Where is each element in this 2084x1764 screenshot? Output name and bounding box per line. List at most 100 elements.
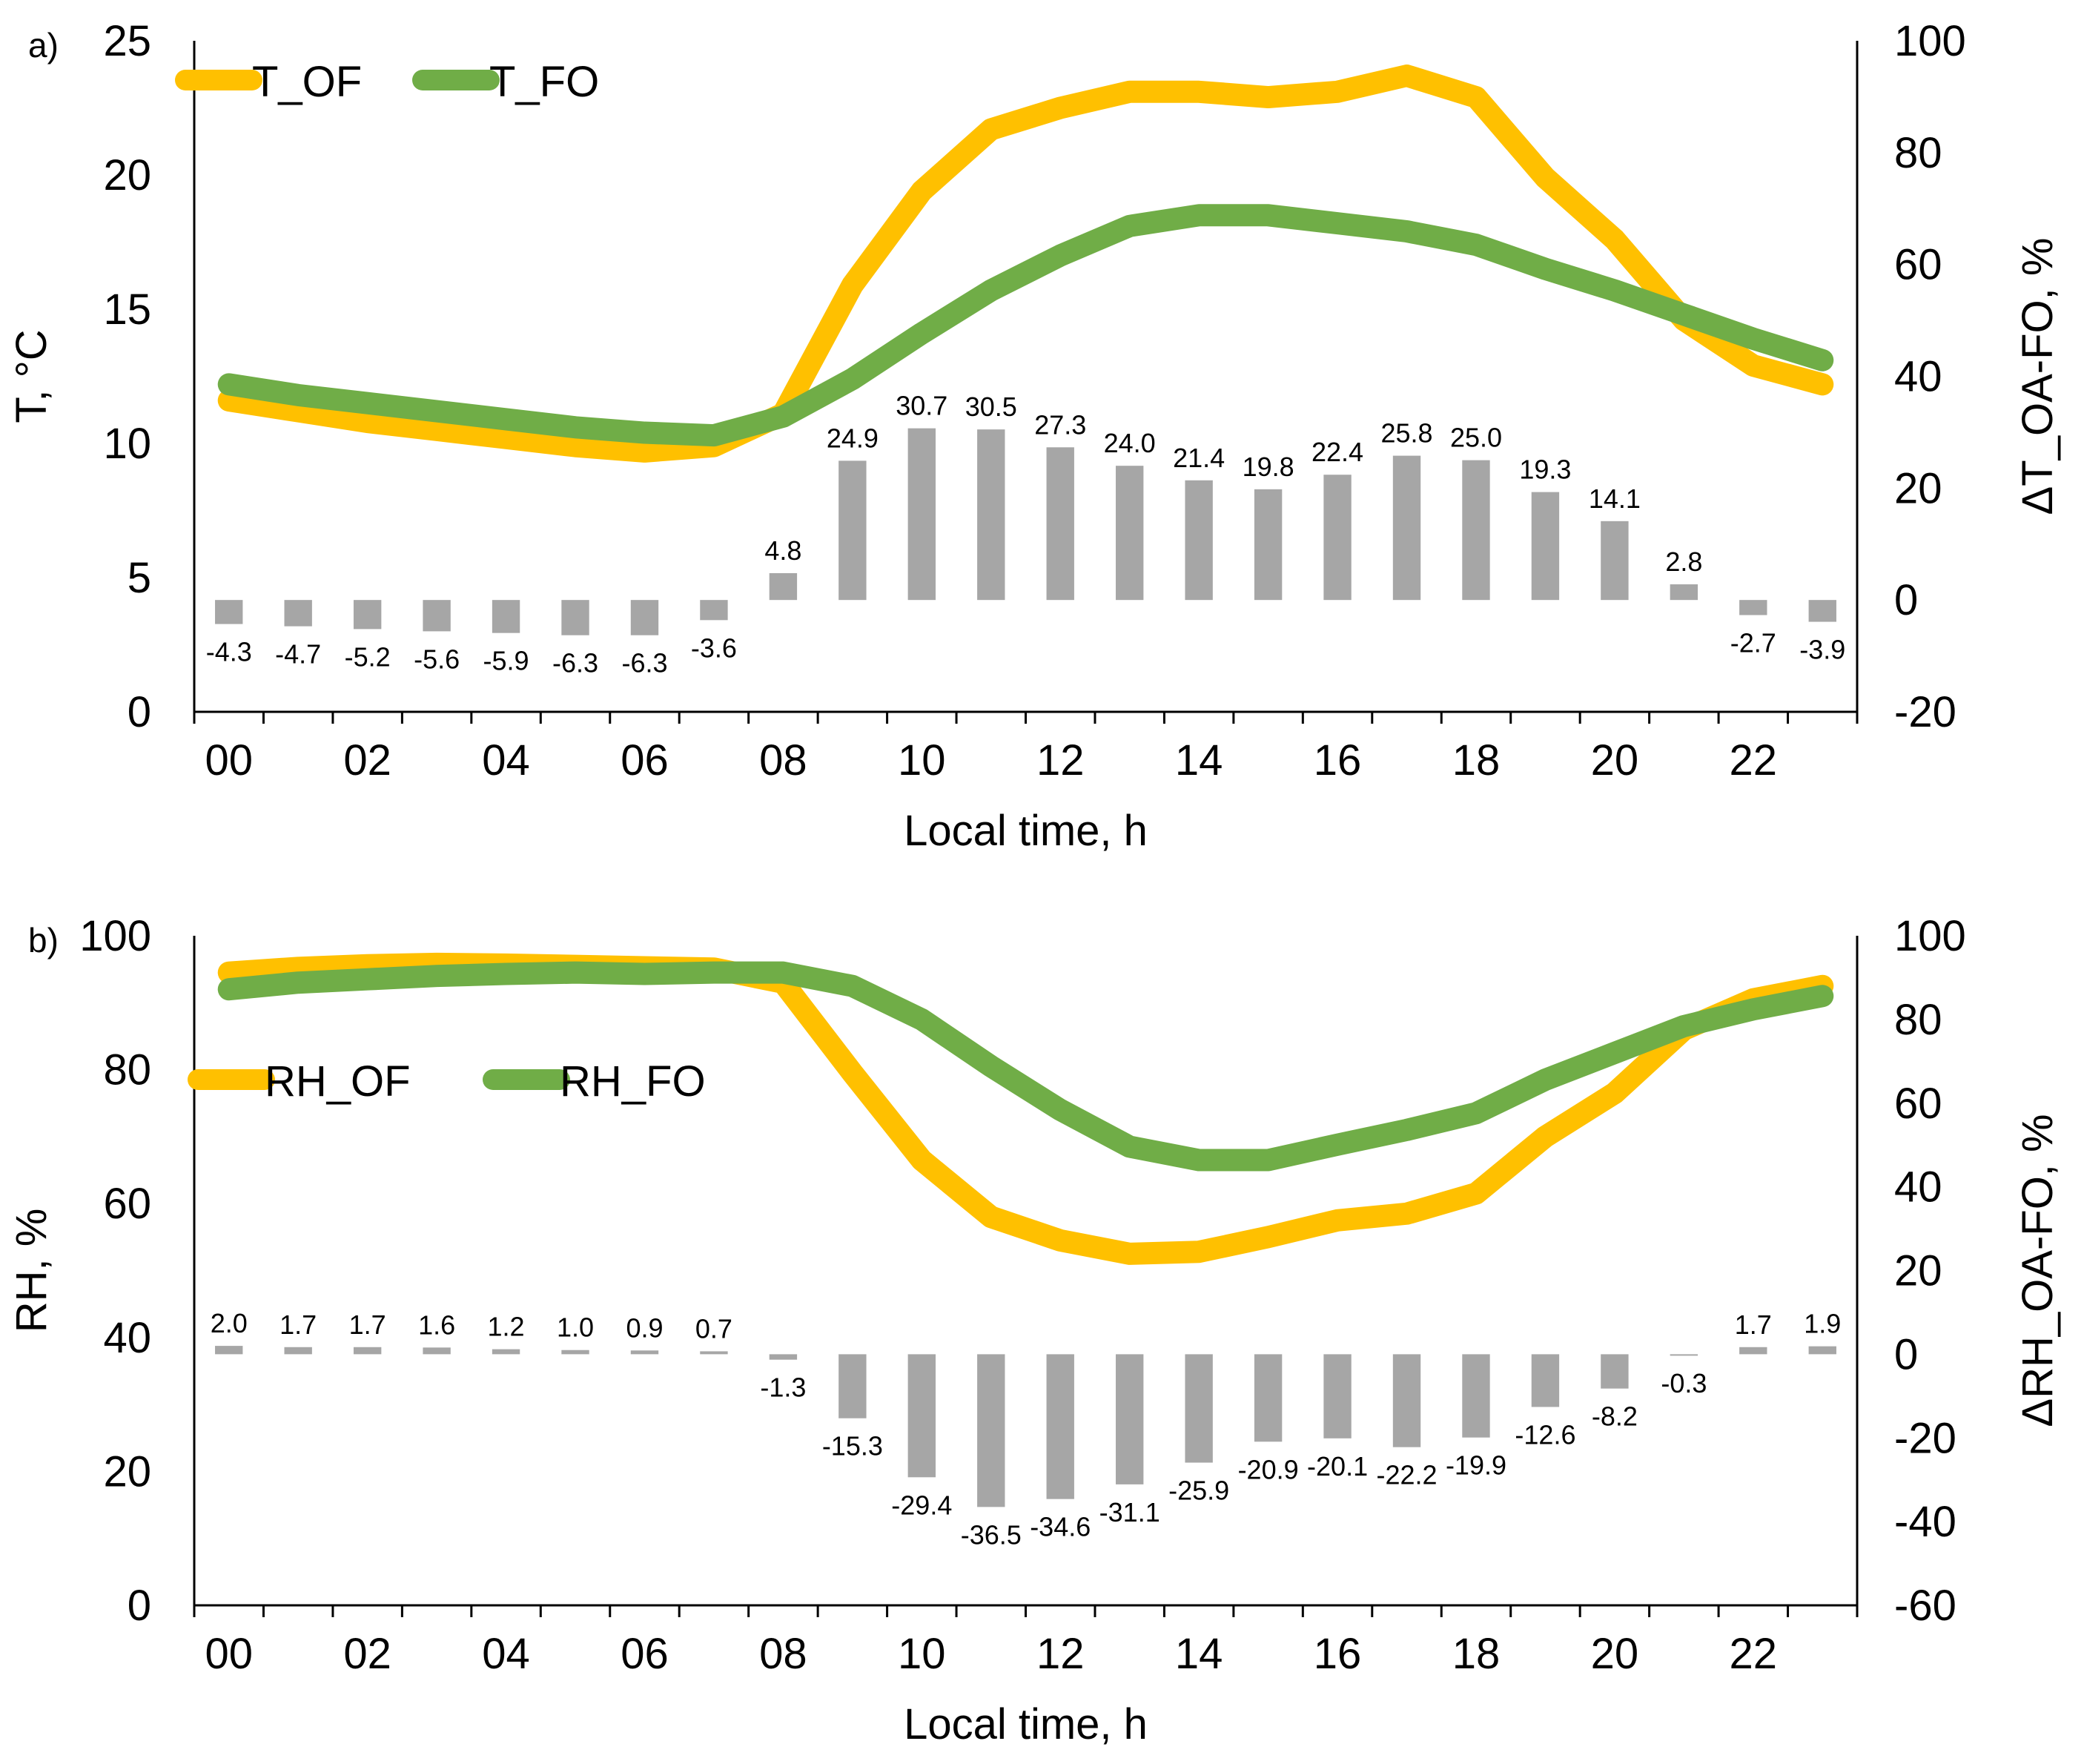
bar [630,1350,659,1355]
bar-label: 0.9 [626,1312,663,1343]
bar-label: 30.7 [896,391,947,421]
x-tick-label: 20 [1591,1630,1639,1678]
bar-label: 4.8 [764,535,801,566]
bar-label: -5.6 [414,644,460,674]
y-tick-label: 0 [128,688,151,736]
series-line-t-fo [217,204,1834,447]
y-tick-label: 40 [103,1314,151,1362]
legend-label: RH_OF [265,1057,411,1106]
bar-label: 30.5 [965,392,1017,422]
bar [1601,521,1629,601]
y-tick-label: 25 [103,17,151,65]
bar-label: -0.3 [1661,1368,1707,1398]
y2-tick-label: 0 [1894,576,1918,624]
y2-tick-label: 80 [1894,996,1942,1044]
y-tick-label: 20 [103,1447,151,1496]
bar [561,1350,589,1355]
x-tick-label: 20 [1591,736,1639,784]
bar-label: -1.3 [760,1372,806,1403]
bar [838,460,867,601]
y-tick-label: 20 [103,151,151,199]
bar-label: -31.1 [1099,1497,1160,1527]
bar [1323,1354,1352,1438]
bar [1462,1354,1490,1438]
x-tick-label: 14 [1175,1630,1223,1678]
y-axis-title: RH, % [7,1209,56,1333]
bar [1601,1354,1629,1389]
y2-tick-label: -60 [1894,1582,1956,1630]
x-tick-label: 12 [1036,736,1085,784]
bar-label: -29.4 [891,1490,952,1520]
y2-tick-label: 20 [1894,464,1942,512]
bar-label: -6.3 [552,648,598,678]
bar [1392,455,1421,601]
bar [1739,1347,1767,1355]
bar [492,1349,520,1355]
bar-label: 1.7 [279,1309,317,1340]
panel-b: 00 02 04 06 08 10 12 14 16 18 20 22 0 20 40 60 80 100 -60 -… [7,912,2062,1748]
panel-label: b) [28,921,59,959]
bar [1670,1354,1698,1356]
x-tick-label: 12 [1036,1630,1085,1678]
x-tick-label: 14 [1175,736,1223,784]
x-tick-label: 00 [205,736,253,784]
bar [977,1354,1005,1507]
bar [215,600,243,624]
y-tick-label: 10 [103,420,151,468]
bar [1115,466,1144,601]
y-tick-label: 15 [103,285,151,334]
bar [630,600,659,635]
bar [284,600,312,627]
bar [1046,1354,1074,1499]
y2-tick-label: 60 [1894,1080,1942,1128]
panel-a: 00 02 04 06 08 10 12 14 16 18 20 22 0 5 10 15 20 25 -20 0 20… [7,17,2062,855]
series-line-t-of [217,65,1834,463]
y2-tick-label: -20 [1894,688,1956,736]
bar-label: 21.4 [1173,443,1225,473]
panel-label: a) [28,26,59,65]
bar [1531,1354,1560,1407]
x-tick-label: 10 [898,1630,946,1678]
y-tick-label: 60 [103,1180,151,1228]
bar-label: -6.3 [621,648,667,678]
bar [700,1351,728,1355]
bar-label: 22.4 [1311,437,1363,467]
bar [284,1347,312,1355]
bar [907,1354,936,1478]
bar-label: -5.9 [483,646,529,676]
bar [1115,1354,1144,1484]
legend-label: RH_FO [560,1057,706,1106]
bar-label: -20.9 [1238,1454,1299,1484]
y2-tick-label: 60 [1894,241,1942,289]
bar-label: -4.7 [275,639,321,670]
bar-label: 0.7 [695,1313,732,1344]
bar [1046,447,1074,601]
bar-label: 1.0 [557,1312,594,1343]
bar-label: 25.0 [1450,423,1502,453]
bar-label: -34.6 [1030,1512,1091,1542]
y-tick-label: 100 [79,912,151,960]
bar-label: 27.3 [1034,409,1086,440]
x-axis-title: Local time, h [904,807,1148,855]
bar [1392,1354,1421,1447]
bar-label: 1.7 [1735,1309,1772,1340]
bar [769,572,798,601]
bar-label: 24.0 [1104,428,1156,458]
bar [1462,460,1490,601]
x-tick-label: 16 [1314,1630,1362,1678]
y2-tick-label: 20 [1894,1247,1942,1295]
bar [1254,1354,1283,1442]
x-tick-label: 06 [621,1630,669,1678]
y2-axis-title: ΔT_OA-FO, % [2014,238,2062,515]
bar-label: -4.3 [206,637,252,667]
bar [353,600,382,630]
x-tick-label: 04 [482,736,530,784]
series-line-rh-of [217,952,1834,1265]
bar-label: -5.2 [345,641,391,672]
bar-label: 1.6 [418,1309,455,1340]
bar [907,428,936,601]
y-axis-title: T, °C [7,329,56,423]
y-tick-label: 0 [128,1582,151,1630]
bar [1739,600,1767,615]
